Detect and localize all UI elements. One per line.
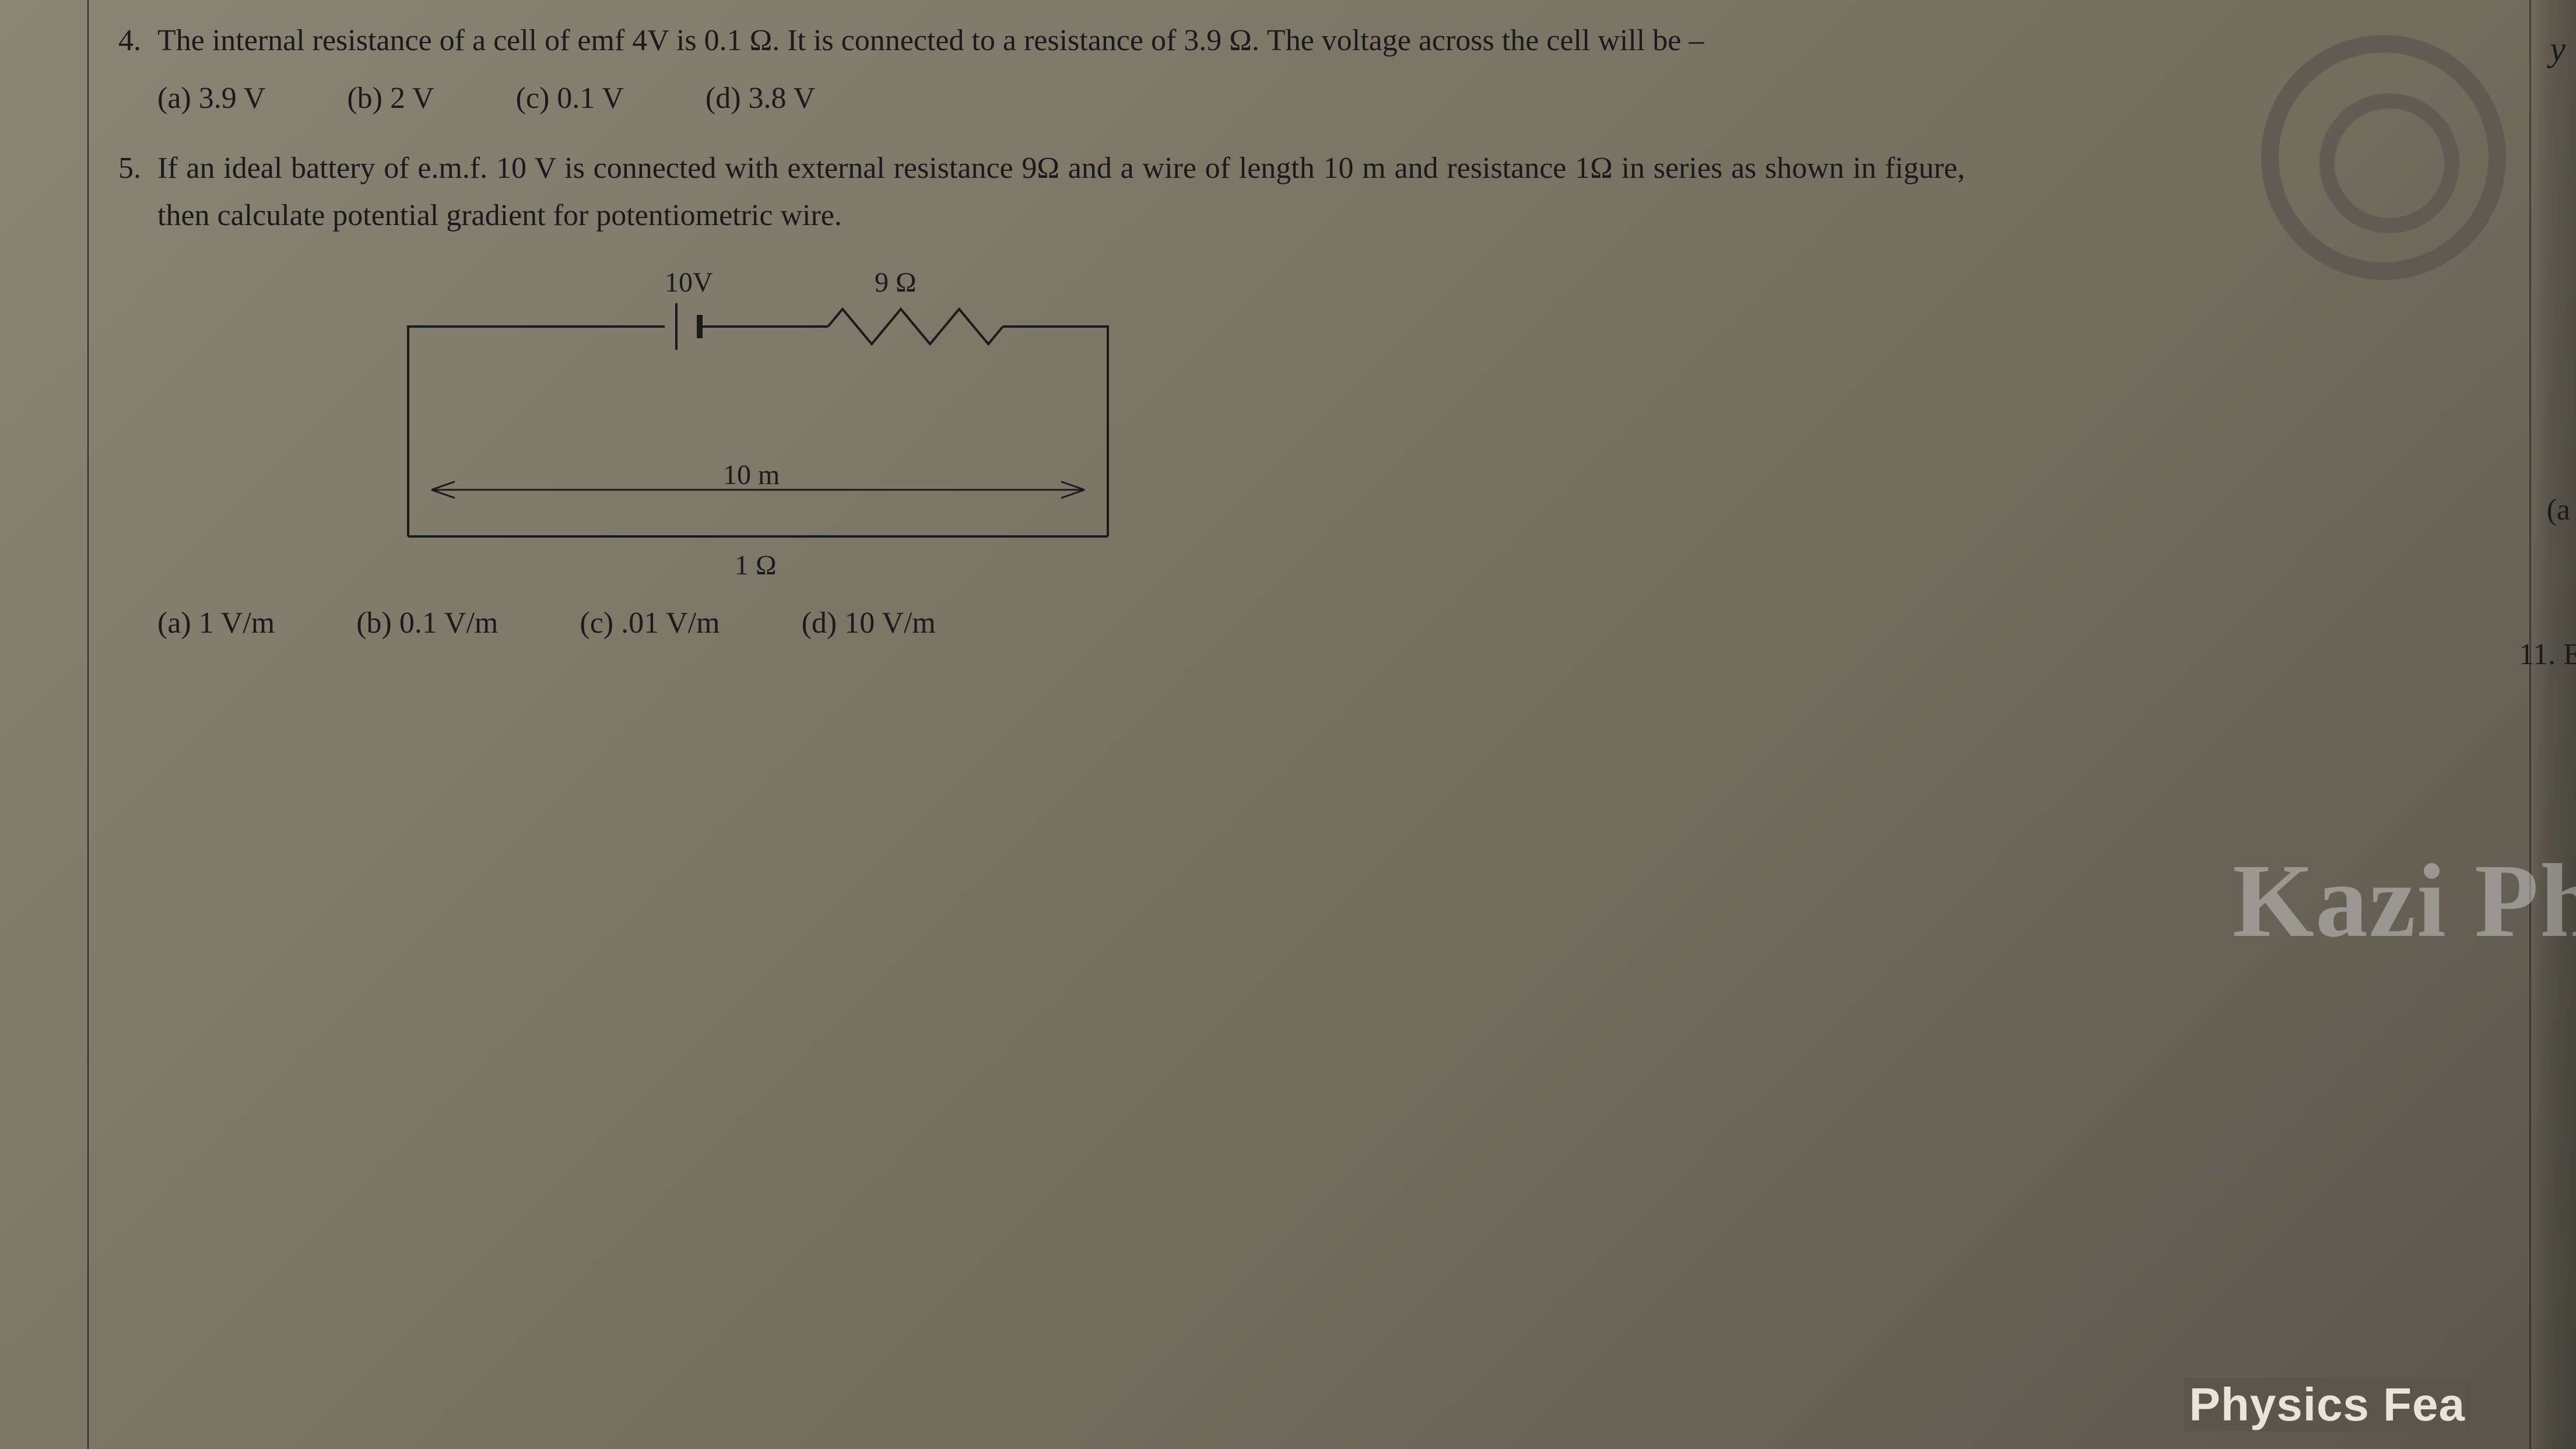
page-surface: 4. The internal resistance of a cell of … — [0, 0, 2576, 1449]
battery-label: 10V — [665, 267, 713, 298]
margin-note-y: y — [2550, 29, 2566, 69]
margin-note-a: (a — [2547, 493, 2570, 527]
circuit-wires — [408, 303, 1108, 536]
wire-resistance-label: 1 Ω — [735, 550, 777, 581]
question-4: 4. The internal resistance of a cell of … — [117, 17, 2541, 122]
question-5: 5. If an ideal battery of e.m.f. 10 V is… — [117, 145, 2541, 647]
circuit-labels: 10V 9 Ω 10 m 1 Ω — [665, 267, 917, 581]
question-4-options: (a) 3.9 V (b) 2 V (c) 0.1 V (d) 3.8 V — [157, 75, 2541, 122]
resistor-zigzag — [828, 309, 1003, 344]
question-5-number: 5. — [117, 145, 157, 239]
margin-note-11: 11. E — [2519, 637, 2576, 672]
wire-right — [1003, 327, 1108, 536]
question-4-text: The internal resistance of a cell of emf… — [157, 17, 1704, 65]
question-5-options: (a) 1 V/m (b) 0.1 V/m (c) .01 V/m (d) 10… — [157, 600, 2541, 647]
q4-option-a: (a) 3.9 V — [157, 75, 265, 122]
resistor-label: 9 Ω — [875, 267, 917, 298]
left-margin-rule — [87, 0, 89, 1449]
q5-option-c: (c) .01 V/m — [580, 600, 720, 647]
question-4-number: 4. — [117, 17, 157, 65]
q4-option-c: (c) 0.1 V — [516, 75, 624, 122]
wire-left-top — [408, 327, 665, 536]
circuit-svg: 10V 9 Ω 10 m 1 Ω — [350, 257, 1166, 583]
q5-option-a: (a) 1 V/m — [157, 600, 275, 647]
q5-option-b: (b) 0.1 V/m — [356, 600, 498, 647]
question-4-row: 4. The internal resistance of a cell of … — [117, 17, 2541, 65]
q4-option-d: (d) 3.8 V — [706, 75, 815, 122]
question-5-text: If an ideal battery of e.m.f. 10 V is co… — [157, 145, 1965, 239]
page-right-edge — [2529, 0, 2576, 1449]
question-5-row: 5. If an ideal battery of e.m.f. 10 V is… — [117, 145, 2541, 239]
watermark-physics: Physics Fea — [2184, 1378, 2472, 1432]
watermark-kazi: Kazi Ph — [2233, 840, 2576, 961]
wire-length-label: 10 m — [723, 459, 780, 490]
circuit-figure: 10V 9 Ω 10 m 1 Ω — [350, 257, 2541, 588]
q5-option-d: (d) 10 V/m — [802, 600, 936, 647]
q4-option-b: (b) 2 V — [347, 75, 434, 122]
